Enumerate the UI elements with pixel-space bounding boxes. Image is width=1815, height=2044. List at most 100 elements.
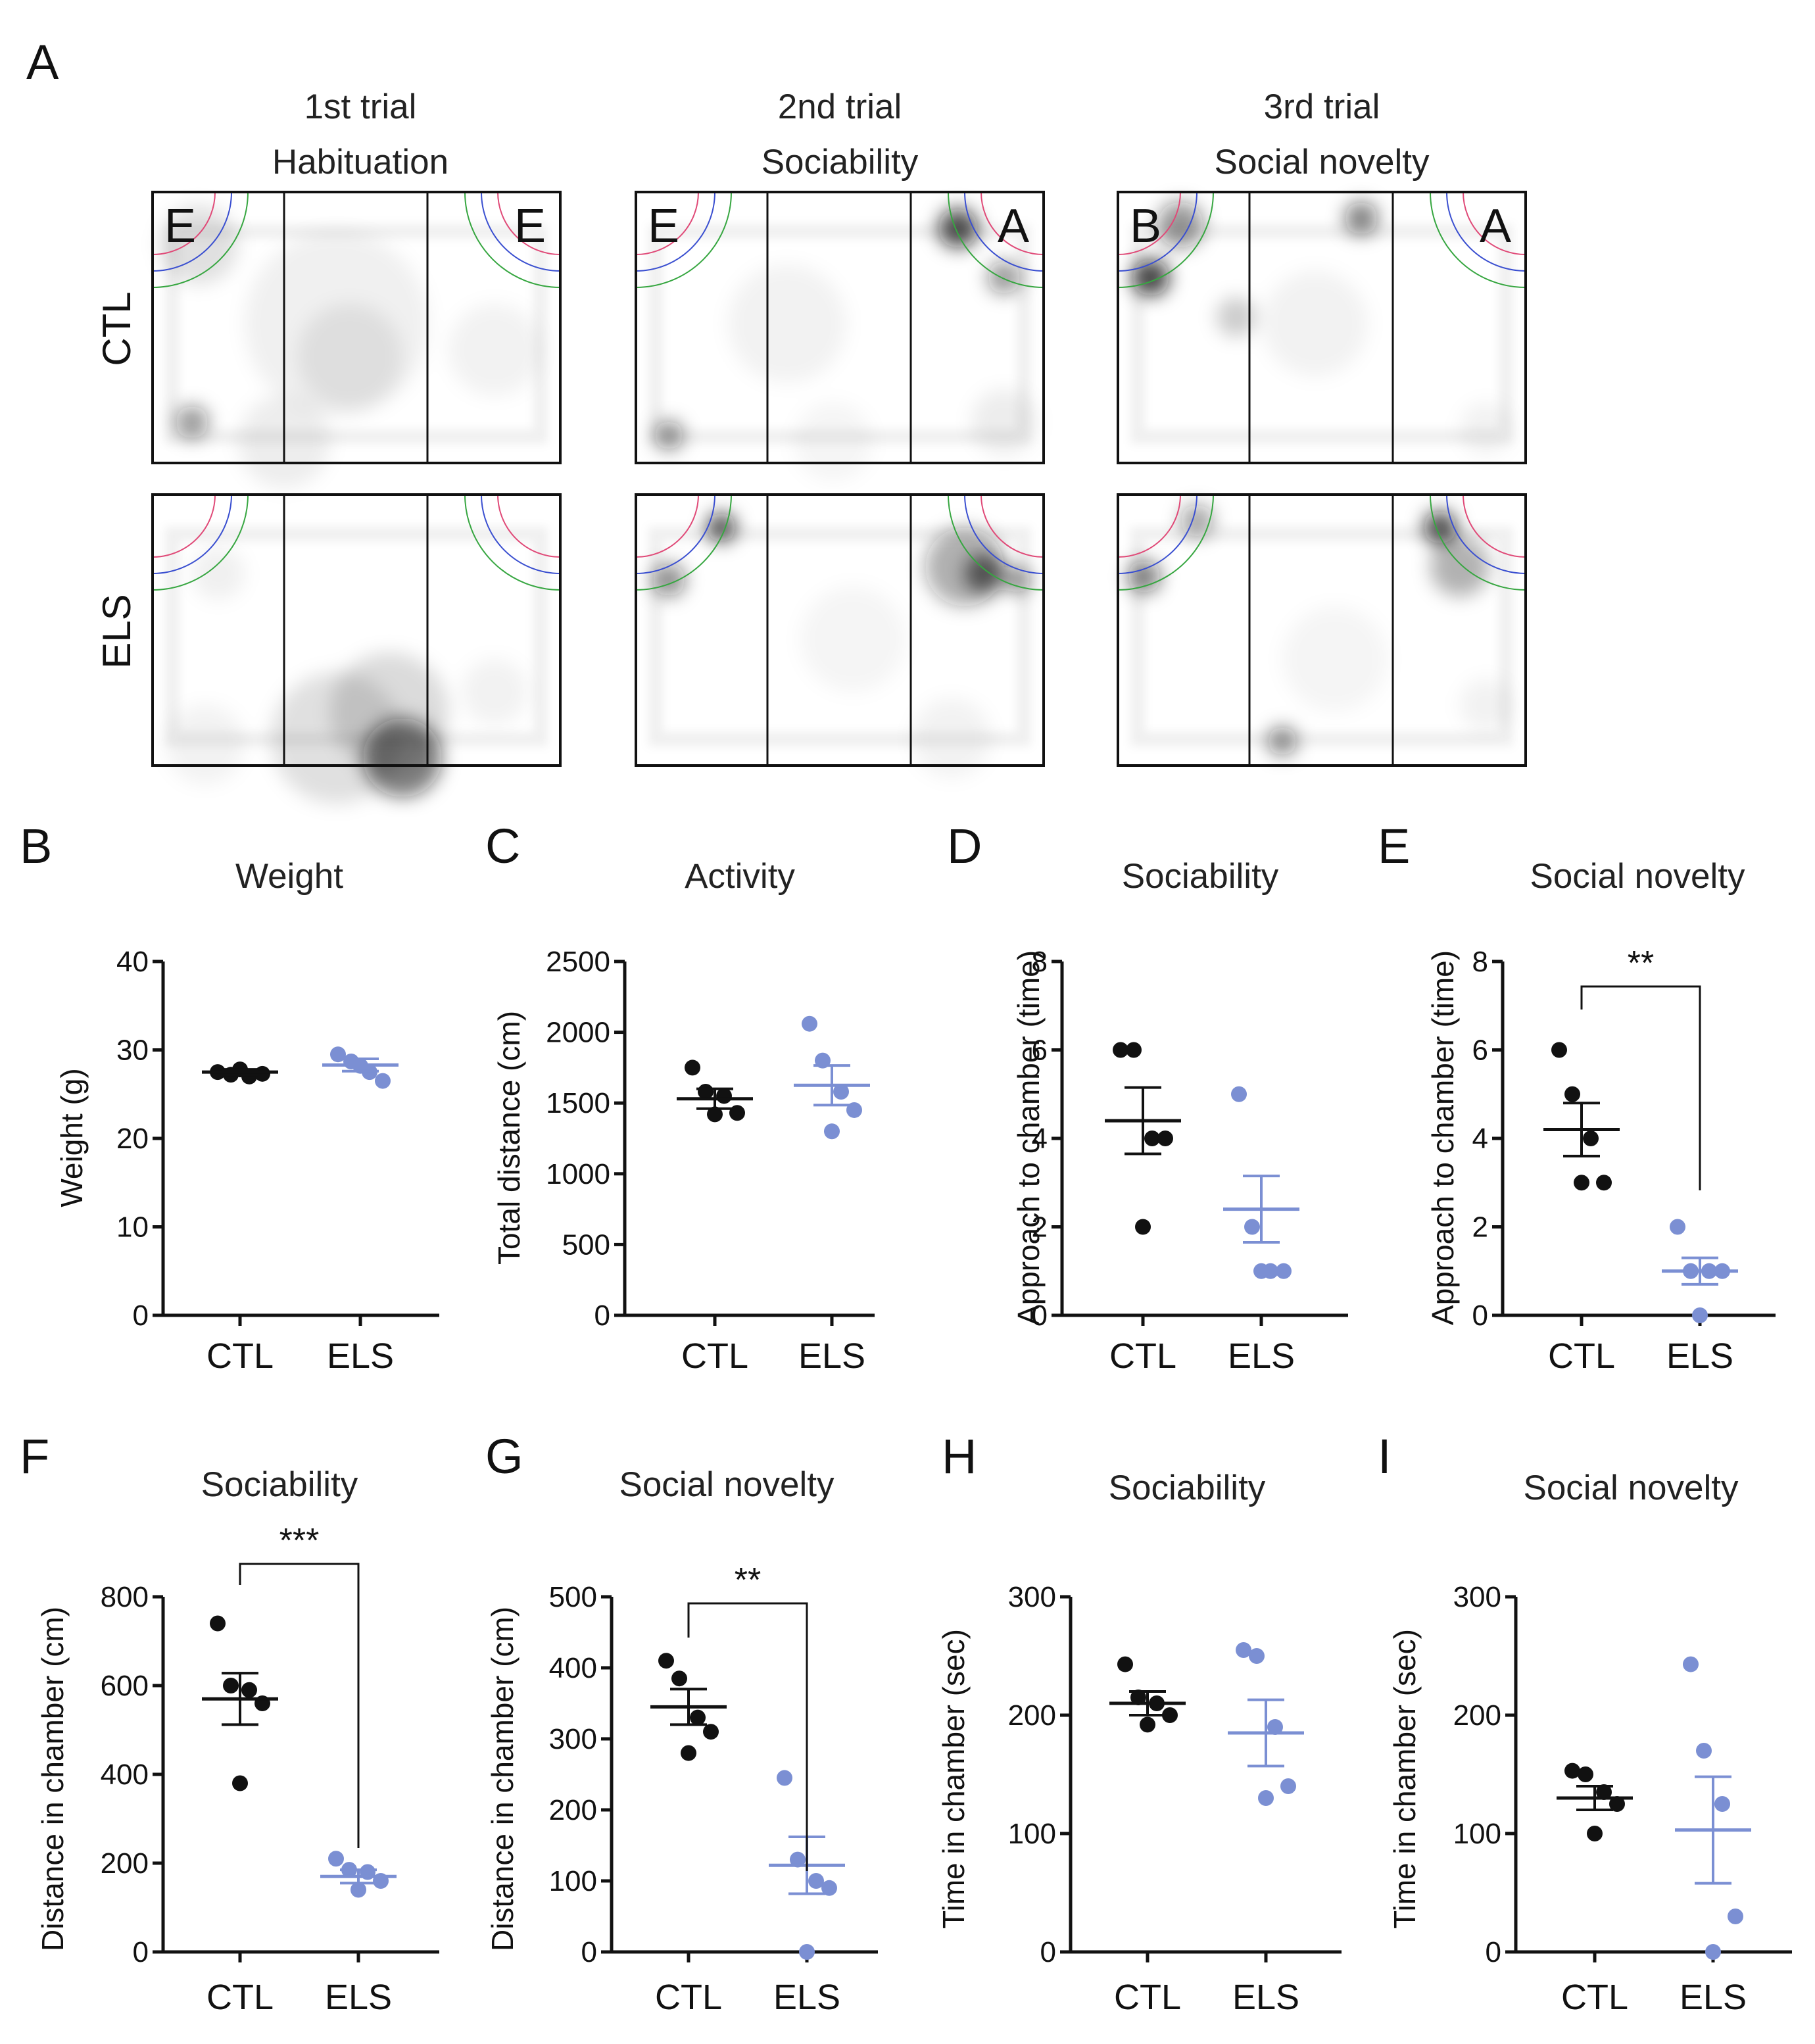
chart-title: Social novelty [1530, 857, 1745, 896]
y-tick-label: 100 [1453, 1818, 1501, 1850]
data-point [1117, 1656, 1133, 1672]
y-tick-label: 100 [1008, 1818, 1056, 1850]
arena-frame [635, 493, 1045, 767]
arena-frame [635, 191, 1045, 464]
data-point [824, 1123, 840, 1140]
chart-title: Sociability [1109, 1469, 1266, 1507]
y-tick-label: 8 [1032, 946, 1048, 978]
data-point [1276, 1263, 1292, 1279]
category-label: CTL [1109, 1336, 1176, 1376]
y-axis-label: Distance in chamber (cm) [36, 1607, 70, 1951]
data-point [1551, 1042, 1567, 1058]
data-point [1258, 1790, 1274, 1806]
data-point [1714, 1796, 1730, 1812]
data-point [1130, 1690, 1146, 1705]
arena-frame [1117, 493, 1527, 767]
heat-spot [988, 261, 1021, 294]
trace-path [648, 224, 1031, 444]
data-point [1609, 1796, 1625, 1812]
y-tick-label: 20 [116, 1123, 149, 1155]
category-label: CTL [1114, 1978, 1181, 2017]
panel-letter: B [20, 819, 52, 873]
data-point [1157, 1131, 1173, 1146]
zone-arcs [152, 494, 561, 591]
data-point [707, 1106, 723, 1123]
y-tick-label: 0 [1032, 1300, 1048, 1332]
y-axis-label: Distance in chamber (cm) [485, 1607, 520, 1951]
y-tick-label: 10 [116, 1211, 149, 1244]
panel-letter: H [942, 1429, 977, 1484]
trial-1-subtitle: Habituation [272, 143, 448, 182]
data-point [1231, 1086, 1247, 1102]
data-point [351, 1882, 366, 1898]
panel-letter: E [1378, 819, 1410, 873]
data-point [1253, 1263, 1269, 1279]
left-chamber-label: B [1130, 200, 1161, 253]
y-tick-label: 300 [549, 1723, 597, 1755]
chart-title: Activity [685, 857, 795, 896]
y-tick-label: 200 [101, 1847, 149, 1880]
chart-title: Social novelty [1523, 1469, 1739, 1507]
y-axis-label: Approach to chamber (time) [1011, 950, 1046, 1325]
right-chamber-label: A [1480, 200, 1511, 253]
data-point [1705, 1944, 1721, 1960]
chart-title: Social novelty [619, 1465, 835, 1504]
y-tick-label: 500 [562, 1229, 610, 1261]
panel-letter-a: A [26, 35, 59, 89]
zone-arcs [635, 494, 1044, 591]
y-tick-label: 1000 [546, 1158, 610, 1190]
trace-path [1130, 527, 1513, 746]
category-label: CTL [681, 1336, 748, 1376]
data-point [1564, 1763, 1580, 1779]
y-tick-label: 0 [581, 1936, 597, 1968]
category-label: CTL [206, 1336, 274, 1376]
zone-arcs [1117, 494, 1526, 591]
significance-label: ** [735, 1561, 761, 1599]
left-chamber-label: E [648, 200, 679, 253]
heatmap-cell [1117, 493, 1527, 767]
heat-spot [1430, 537, 1489, 596]
category-label: ELS [1680, 1978, 1747, 2017]
data-point [703, 1724, 719, 1740]
y-axis-label: Time in chamber (sec) [1388, 1629, 1422, 1929]
zone-arcs [635, 191, 1044, 288]
y-axis-label: Time in chamber (sec) [936, 1629, 971, 1929]
data-point [375, 1073, 391, 1089]
y-tick-label: 2500 [546, 946, 610, 978]
chart-h: H Sociability 0 100 200 300 Time in chamber (s… [936, 1429, 1342, 2017]
data-point [1578, 1766, 1593, 1782]
data-point [658, 1653, 674, 1669]
y-tick-label: 800 [101, 1581, 149, 1613]
panel-letter: F [20, 1429, 49, 1484]
data-point [1162, 1707, 1178, 1723]
y-tick-label: 4 [1472, 1123, 1488, 1155]
y-axis-label: Total distance (cm) [492, 1011, 526, 1265]
chart-e: E Social novelty 0 2 4 6 8 Approach to chamber … [1378, 819, 1776, 1376]
data-point [1113, 1042, 1128, 1058]
heat-spot [462, 659, 527, 725]
arena-frame [151, 493, 562, 767]
y-tick-label: 200 [1008, 1699, 1056, 1732]
data-point [1135, 1219, 1151, 1235]
heatmap-cell [151, 493, 562, 804]
heat-spot [448, 304, 541, 396]
data-point [1692, 1307, 1708, 1323]
y-tick-label: 400 [549, 1652, 597, 1684]
heat-spot [192, 547, 245, 600]
data-point [685, 1059, 700, 1076]
y-tick-label: 2 [1032, 1211, 1048, 1244]
data-point [808, 1873, 824, 1889]
significance-bracket [239, 1563, 360, 1848]
y-tick-label: 500 [549, 1581, 597, 1613]
category-label: CTL [1561, 1978, 1628, 2017]
data-point [1728, 1909, 1743, 1924]
data-point [799, 1944, 815, 1960]
data-point [1683, 1656, 1699, 1672]
y-tick-label: 600 [101, 1670, 149, 1702]
data-point [1280, 1778, 1296, 1794]
trace-path [165, 527, 548, 746]
trial-3-subtitle: Social novelty [1214, 143, 1430, 182]
